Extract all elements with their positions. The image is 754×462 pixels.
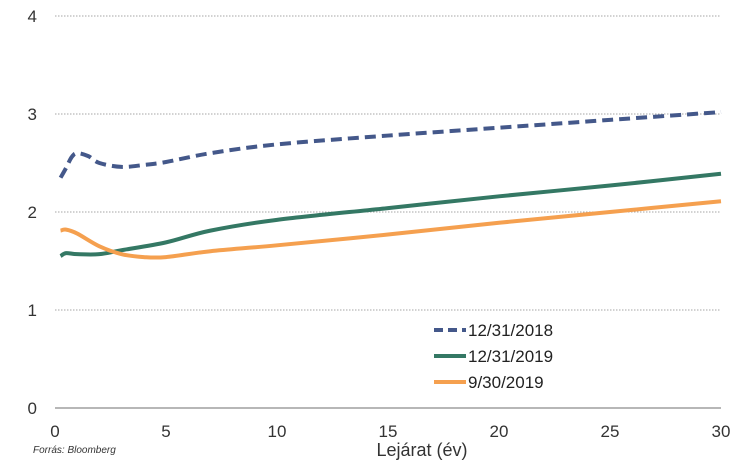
y-axis-tick-labels: 0 1 2 3 4 bbox=[28, 7, 37, 418]
y-tick-label: 2 bbox=[28, 203, 37, 222]
source-note: Forrás: Bloomberg bbox=[33, 445, 116, 456]
y-tick-label: 3 bbox=[28, 105, 37, 124]
series-line-1 bbox=[59, 171, 722, 258]
legend-label-1: 12/31/2019 bbox=[468, 347, 553, 366]
x-axis-title: Lejárat (év) bbox=[376, 440, 467, 460]
x-tick-label: 10 bbox=[268, 422, 287, 441]
y-tick-label: 1 bbox=[28, 301, 37, 320]
legend: 12/31/2018 12/31/2019 9/30/2019 bbox=[434, 321, 553, 392]
legend-label-2: 9/30/2019 bbox=[468, 373, 544, 392]
series-line-0 bbox=[58, 110, 722, 179]
x-tick-label: 15 bbox=[379, 422, 398, 441]
x-tick-label: 20 bbox=[490, 422, 509, 441]
x-tick-label: 25 bbox=[601, 422, 620, 441]
x-tick-label: 30 bbox=[712, 422, 731, 441]
y-tick-label: 0 bbox=[28, 399, 37, 418]
series-line-2 bbox=[60, 199, 722, 260]
x-tick-label: 0 bbox=[50, 422, 59, 441]
x-tick-label: 5 bbox=[161, 422, 170, 441]
legend-label-0: 12/31/2018 bbox=[468, 321, 553, 340]
y-tick-label: 4 bbox=[28, 7, 37, 26]
series-lines bbox=[58, 110, 722, 260]
x-axis-tick-labels: 0 5 10 15 20 25 30 bbox=[50, 422, 730, 441]
